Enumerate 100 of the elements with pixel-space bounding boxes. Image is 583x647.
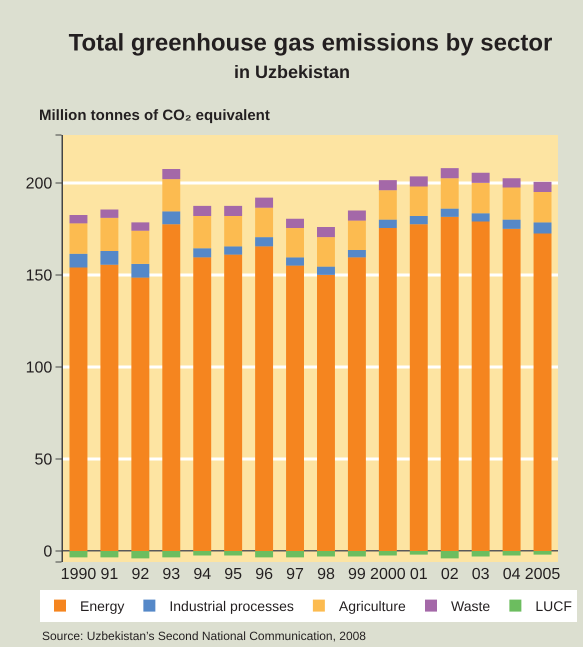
bar: [348, 257, 366, 551]
bar: [534, 550, 552, 555]
source-note: Source: Uzbekistan’s Second National Communication, 2008: [42, 629, 366, 643]
y-tick-label: 200: [26, 175, 52, 192]
bar: [410, 186, 428, 216]
bar: [70, 550, 88, 558]
bar: [502, 220, 521, 229]
x-tick-label: 01: [410, 566, 428, 583]
bar: [255, 237, 274, 246]
x-tick-label: 02: [440, 566, 459, 583]
bar: [224, 254, 242, 551]
bar: [317, 266, 335, 275]
bar: [317, 550, 335, 556]
bar: [286, 228, 304, 258]
bar: [534, 222, 552, 234]
chart-subtitle: in Uzbekistan: [234, 62, 350, 82]
x-tick-label: 99: [348, 566, 366, 583]
bar: [348, 550, 366, 556]
bar: [534, 182, 552, 192]
bar: [502, 228, 521, 551]
bar: [100, 210, 118, 218]
bar: [472, 172, 490, 183]
y-tick-label: 100: [26, 360, 52, 377]
bar: [162, 169, 180, 180]
bar: [472, 222, 490, 551]
bar: [131, 222, 150, 231]
bar: [440, 216, 459, 551]
bar: [348, 250, 366, 258]
bar: [162, 211, 180, 224]
bar: [440, 208, 459, 217]
bar: [410, 224, 428, 551]
bar: [286, 550, 304, 558]
bar: [472, 213, 490, 222]
x-tick-label: 92: [131, 566, 150, 583]
x-tick-label: 1990: [60, 566, 96, 583]
bar: [131, 278, 150, 551]
x-tick-label: 91: [100, 566, 118, 583]
x-tick-label: 98: [317, 566, 335, 583]
bar: [378, 190, 397, 220]
bar: [70, 268, 88, 551]
bar: [286, 266, 304, 551]
x-tick-label: 2005: [524, 566, 560, 583]
bar: [440, 550, 459, 558]
x-tick-label: 93: [162, 566, 180, 583]
x-tick-label: 97: [286, 566, 304, 583]
bar: [410, 176, 428, 187]
bar: [193, 550, 212, 556]
bar: [131, 550, 150, 558]
legend-label: Energy: [80, 598, 124, 614]
x-tick-label: 03: [472, 566, 490, 583]
bar: [534, 192, 552, 222]
bar: [472, 550, 490, 556]
y-tick-label: 150: [26, 267, 52, 284]
bar: [378, 220, 397, 228]
bar: [348, 210, 366, 221]
bar: [224, 216, 242, 246]
bar: [162, 224, 180, 551]
bar: [534, 233, 552, 551]
bar: [100, 264, 118, 551]
y-tick-label: 0: [43, 544, 52, 561]
bar: [70, 215, 88, 224]
bar: [131, 230, 150, 264]
bar: [224, 550, 242, 556]
chart-title: Total greenhouse gas emissions by sector: [68, 29, 552, 56]
bar: [286, 218, 304, 228]
bar: [131, 264, 150, 278]
bar: [348, 220, 366, 250]
bar: [378, 550, 397, 556]
bar: [255, 208, 274, 238]
y-tick-label: 50: [34, 452, 52, 469]
bar: [255, 550, 274, 558]
bar: [378, 180, 397, 190]
bar: [100, 550, 118, 558]
bar: [286, 257, 304, 266]
bar: [317, 227, 335, 238]
bar: [193, 216, 212, 248]
bar: [440, 168, 459, 178]
bar: [502, 550, 521, 556]
bar: [70, 254, 88, 268]
x-tick-label: 2000: [370, 566, 406, 583]
bar: [440, 178, 459, 209]
bar: [472, 182, 490, 214]
legend-label: LUCF: [535, 598, 572, 614]
bar: [100, 250, 118, 265]
bar: [410, 216, 428, 224]
bar: [193, 248, 212, 258]
bar: [410, 550, 428, 555]
bar: [224, 206, 242, 216]
bar: [193, 206, 212, 216]
x-tick-label: 04: [502, 566, 521, 583]
bar: [378, 228, 397, 551]
bar: [502, 187, 521, 220]
legend-label: Agriculture: [338, 598, 406, 614]
bar: [255, 198, 274, 208]
bar: [162, 550, 180, 558]
legend-label: Industrial processes: [169, 598, 294, 614]
bar: [224, 246, 242, 255]
bar: [502, 178, 521, 188]
bar: [255, 246, 274, 551]
x-tick-label: 94: [193, 566, 212, 583]
